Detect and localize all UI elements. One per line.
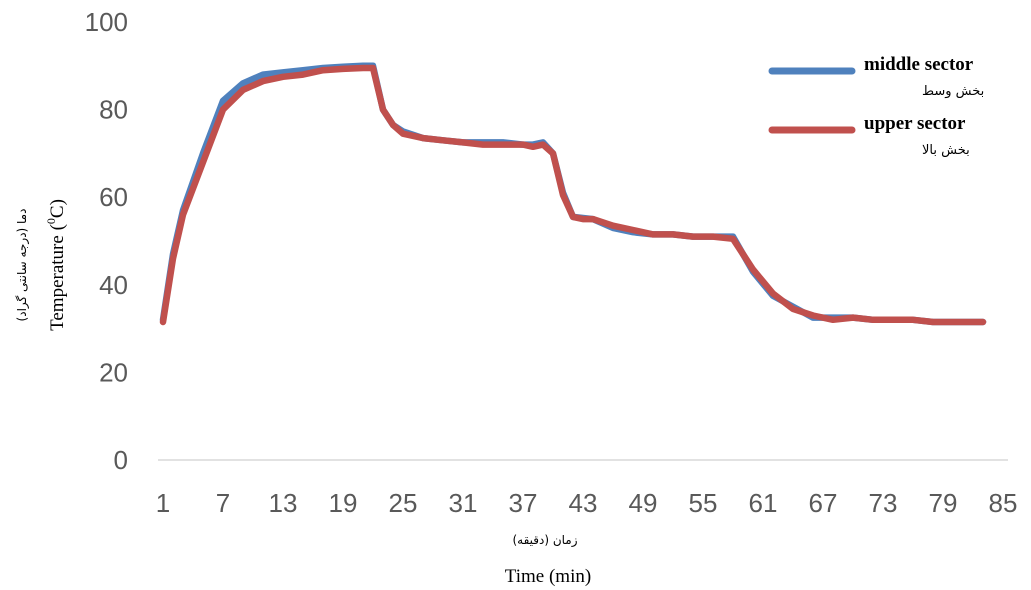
y-tick-labels: 0 20 40 60 80 100: [85, 7, 128, 475]
y-axis-label-fa: دما (درجه سانتی گراد): [15, 209, 30, 322]
legend: middle sector بخش وسط upper sector بخش ب…: [768, 54, 984, 158]
x-tick-label: 25: [389, 488, 418, 518]
x-tick-label: 49: [629, 488, 658, 518]
x-tick-label: 55: [689, 488, 718, 518]
x-tick-label: 31: [449, 488, 478, 518]
x-tick-label: 7: [216, 488, 230, 518]
legend-label-middle-sector: middle sector: [864, 54, 974, 75]
x-tick-label: 79: [929, 488, 958, 518]
series-line-upper-sector: [159, 64, 987, 326]
y-tick-label: 20: [99, 357, 128, 387]
y-axis-label-superscript: 0: [44, 218, 58, 224]
y-tick-label: 60: [99, 182, 128, 212]
x-tick-label: 43: [569, 488, 598, 518]
x-tick-label: 37: [509, 488, 538, 518]
x-axis-label: Time (min): [505, 566, 591, 587]
x-tick-label: 85: [989, 488, 1018, 518]
x-axis-label-fa: زمان (دقیقه): [512, 533, 577, 548]
y-axis-label-group: Temperature (0C): [44, 199, 68, 331]
x-tick-label: 19: [329, 488, 358, 518]
x-tick-label: 73: [869, 488, 898, 518]
x-tick-label: 61: [749, 488, 778, 518]
y-axis-label-prefix: Temperature (: [47, 224, 68, 331]
y-axis-label-suffix: C): [47, 199, 68, 218]
y-tick-label: 0: [114, 445, 128, 475]
legend-label-upper-sector-fa: بخش بالا: [922, 143, 970, 158]
x-tick-label: 1: [156, 488, 170, 518]
x-tick-label: 67: [809, 488, 838, 518]
y-tick-label: 80: [99, 95, 128, 125]
series-lines: [159, 62, 987, 326]
legend-label-middle-sector-fa: بخش وسط: [922, 84, 984, 99]
y-axis-label: Temperature (0C): [44, 199, 68, 331]
y-tick-label: 100: [85, 7, 128, 37]
y-axis-label-fa-group: دما (درجه سانتی گراد): [15, 209, 30, 322]
x-tick-labels: 1 7 13 19 25 31 37 43 49 55 61 67 73 79 85: [156, 488, 1018, 518]
series-line-middle-sector: [159, 62, 987, 326]
legend-label-upper-sector: upper sector: [864, 113, 966, 134]
x-tick-label: 13: [269, 488, 298, 518]
y-tick-label: 40: [99, 270, 128, 300]
